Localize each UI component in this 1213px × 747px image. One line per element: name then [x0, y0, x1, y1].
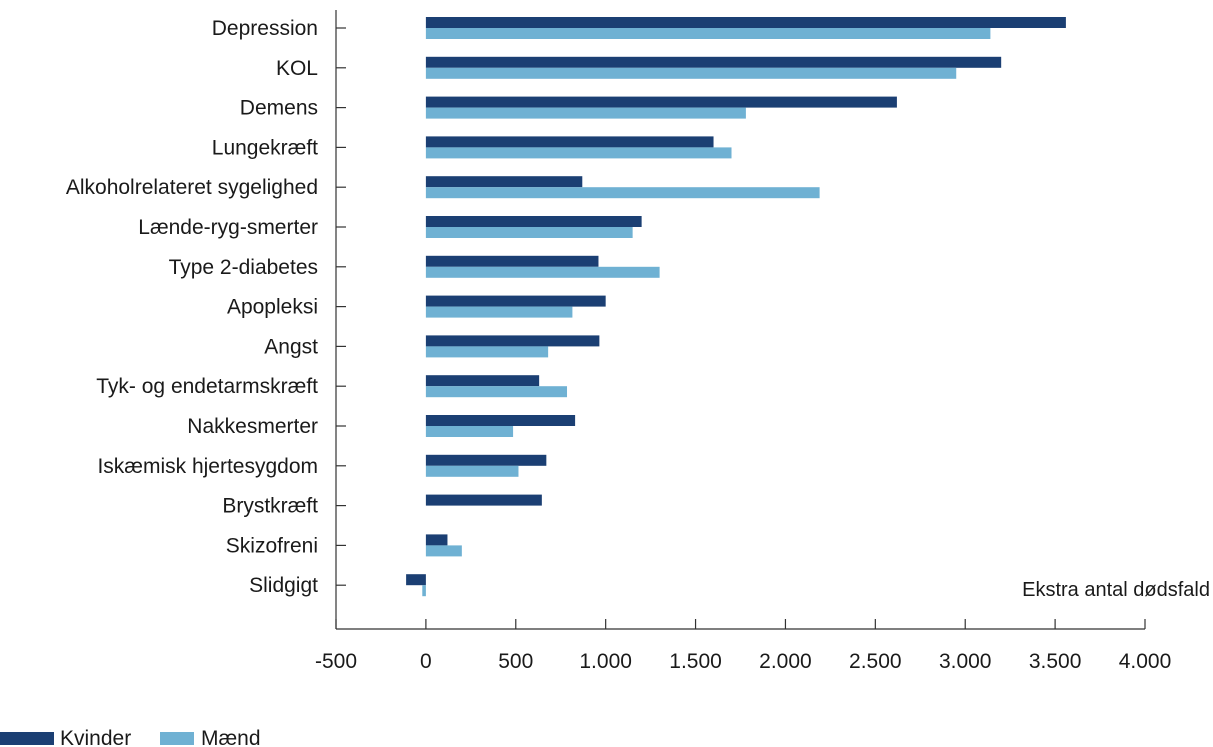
category-label: KOL	[276, 57, 318, 80]
bar-kvinder	[425, 335, 600, 347]
bar-maend	[425, 67, 957, 79]
bar-kvinder	[406, 574, 426, 586]
category-label: Skizofreni	[226, 534, 318, 557]
category-label: Angst	[264, 335, 318, 358]
category-label: Depression	[212, 17, 318, 40]
category-label: Brystkræft	[222, 495, 318, 518]
bar-maend	[425, 545, 462, 557]
bar-kvinder	[425, 216, 642, 227]
x-tick-label: 1.000	[579, 650, 632, 673]
category-label: Lungekræft	[212, 136, 318, 159]
bar-maend	[425, 187, 820, 199]
category-label: Demens	[240, 97, 318, 120]
legend-label-kvinder: Kvinder	[60, 727, 131, 747]
x-tick-label: 3.000	[939, 650, 992, 673]
category-label: Iskæmisk hjertesygdom	[97, 455, 318, 478]
bar-maend	[425, 147, 732, 159]
x-tick-label: -500	[315, 650, 357, 673]
bar-maend	[425, 107, 746, 119]
category-label: Slidgigt	[249, 574, 318, 597]
x-tick-group	[335, 619, 1146, 629]
bar-kvinder	[425, 534, 448, 546]
legend: Kvinder Mænd	[0, 727, 261, 747]
bar-maend	[425, 426, 514, 437]
x-tick-label: 3.500	[1029, 650, 1082, 673]
x-tick-label: 2.500	[849, 650, 902, 673]
bar-kvinder	[425, 17, 1066, 28]
category-label: Apopleksi	[227, 296, 318, 319]
bar-kvinder	[425, 255, 599, 267]
bar-kvinder	[425, 96, 897, 108]
legend-swatch-kvinder	[0, 732, 54, 745]
bar-maend	[425, 28, 991, 39]
x-tick-label: 4.000	[1119, 650, 1172, 673]
bar-kvinder	[425, 136, 714, 148]
bar-kvinder	[425, 494, 542, 506]
category-label: Alkoholrelateret sygelighed	[66, 176, 318, 199]
bar-kvinder	[425, 454, 547, 466]
bar-maend	[425, 386, 568, 398]
x-tick-label: 0	[420, 650, 432, 673]
bar-maend	[425, 306, 573, 318]
category-label: Lænde-ryg-smerter	[138, 216, 318, 239]
legend-swatch-maend	[160, 732, 194, 745]
category-label: Tyk- og endetarmskræft	[96, 375, 318, 398]
bar-maend	[425, 346, 549, 358]
bar-kvinder	[425, 415, 576, 426]
x-tick-label: 500	[498, 650, 533, 673]
x-tick-label: 2.000	[759, 650, 812, 673]
legend-label-maend: Mænd	[201, 727, 261, 747]
bar-kvinder	[425, 375, 540, 387]
category-label: Type 2-diabetes	[169, 256, 318, 279]
bar-maend	[425, 266, 660, 278]
category-label: Nakkesmerter	[187, 415, 318, 438]
axis-annotation: Ekstra antal dødsfald	[1022, 579, 1210, 601]
bar-group	[406, 17, 1066, 597]
bar-kvinder	[425, 176, 583, 188]
category-label-group: Depression KOL Demens Lungekræft Alkoholrela…	[66, 17, 318, 597]
x-tick-label: 1.500	[669, 650, 722, 673]
bar-kvinder	[425, 295, 606, 307]
bar-maend	[422, 585, 426, 597]
category-tick-group	[336, 27, 346, 586]
bar-kvinder	[425, 56, 1002, 68]
x-tick-label-group: -500 0 500 1.000 1.500 2.000 2.500 3.000 3.500 4.…	[315, 650, 1171, 673]
bar-maend	[425, 465, 519, 477]
bar-maend	[425, 227, 633, 238]
